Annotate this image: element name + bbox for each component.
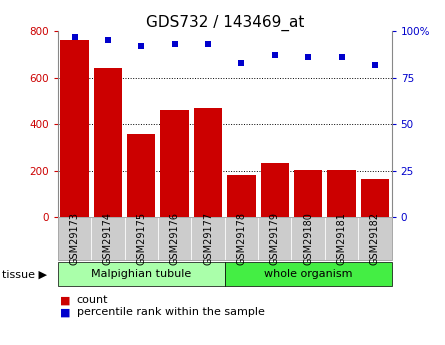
- Text: GSM29174: GSM29174: [103, 213, 113, 265]
- Point: [138, 43, 145, 49]
- Text: Malpighian tubule: Malpighian tubule: [91, 269, 191, 279]
- Bar: [328, 170, 356, 217]
- Point: [271, 52, 279, 58]
- Bar: [227, 175, 255, 217]
- Text: GSM29180: GSM29180: [303, 213, 313, 265]
- Text: count: count: [77, 295, 108, 305]
- Point: [372, 62, 379, 67]
- Text: tissue ▶: tissue ▶: [2, 269, 47, 279]
- Text: ■: ■: [60, 295, 71, 305]
- Text: GSM29173: GSM29173: [69, 213, 80, 265]
- Bar: [261, 162, 289, 217]
- Text: GSM29175: GSM29175: [136, 213, 146, 265]
- Text: GSM29177: GSM29177: [203, 213, 213, 265]
- Point: [171, 41, 178, 47]
- Bar: [294, 170, 322, 217]
- Bar: [127, 134, 155, 217]
- Bar: [361, 179, 389, 217]
- Point: [238, 60, 245, 66]
- Bar: [194, 108, 222, 217]
- Point: [104, 38, 111, 43]
- Text: GSM29182: GSM29182: [370, 213, 380, 265]
- Point: [71, 34, 78, 39]
- Point: [205, 41, 212, 47]
- Text: ■: ■: [60, 307, 71, 317]
- Text: GSM29176: GSM29176: [170, 213, 180, 265]
- Bar: [61, 40, 89, 217]
- Text: whole organism: whole organism: [264, 269, 352, 279]
- Title: GDS732 / 143469_at: GDS732 / 143469_at: [146, 15, 304, 31]
- Bar: [94, 68, 122, 217]
- Point: [338, 55, 345, 60]
- Text: GSM29181: GSM29181: [336, 213, 347, 265]
- Text: GSM29179: GSM29179: [270, 213, 280, 265]
- Bar: [161, 110, 189, 217]
- Point: [305, 55, 312, 60]
- Text: percentile rank within the sample: percentile rank within the sample: [77, 307, 264, 317]
- Text: GSM29178: GSM29178: [236, 213, 247, 265]
